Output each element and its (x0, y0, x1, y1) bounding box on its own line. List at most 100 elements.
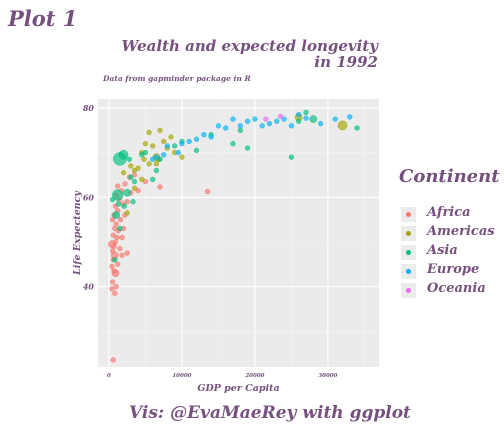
data-point-americas (124, 210, 130, 216)
data-point-europe (332, 116, 338, 122)
data-point-asia (112, 257, 118, 263)
data-point-europe (244, 118, 251, 124)
legend-dot-asia (406, 250, 411, 255)
data-point-europe (201, 132, 207, 138)
data-point-europe (281, 116, 287, 122)
data-point-americas (128, 163, 134, 169)
legend-dot-oceania (406, 288, 411, 293)
data-point-europe (317, 120, 324, 127)
data-point-europe (164, 143, 170, 149)
chart-title-line-2: in 1992 (314, 53, 378, 71)
data-point-europe (303, 115, 309, 121)
data-point-africa (115, 183, 121, 189)
chart-title-line-1: Wealth and expected longevity (121, 37, 378, 55)
x-tick-label: 10000 (172, 373, 191, 379)
legend-title: Continent (399, 166, 500, 187)
legend-dot-americas (406, 231, 411, 236)
chart-subtitle: Data from gapminder package in R (103, 74, 251, 83)
data-point-europe (252, 116, 258, 122)
data-point-africa (119, 252, 125, 258)
data-point-asia (128, 174, 134, 180)
data-point-europe (347, 114, 353, 120)
data-point-europe (274, 118, 280, 124)
data-point-americas (131, 185, 138, 191)
data-point-asia (118, 149, 129, 160)
legend-key (401, 264, 416, 279)
data-point-asia (288, 154, 295, 160)
data-point-europe (296, 111, 302, 118)
data-point-asia (303, 109, 309, 116)
data-point-asia (354, 125, 360, 131)
data-point-asia (121, 203, 127, 209)
data-point-africa (157, 184, 163, 190)
legend-label-oceania: Oceania (427, 281, 486, 296)
data-point-europe (230, 116, 236, 122)
data-point-asia (153, 167, 160, 174)
data-point-asia (109, 196, 116, 203)
data-point-americas (131, 167, 138, 174)
data-point-americas (120, 170, 127, 176)
legend-label-americas: Americas (427, 224, 495, 239)
data-point-americas (146, 129, 152, 136)
data-point-africa (115, 261, 121, 267)
data-point-americas (146, 161, 152, 167)
data-point-oceania (277, 113, 284, 120)
data-point-europe (237, 123, 243, 129)
data-point-americas (161, 138, 167, 145)
x-axis-title: GDP per Capita (197, 383, 279, 394)
data-point-europe (288, 123, 295, 129)
x-tick-label: 30000 (318, 373, 337, 379)
x-tick-label: 20000 (244, 373, 264, 379)
data-point-asia (115, 201, 122, 207)
data-point-asia (237, 127, 243, 133)
data-point-europe (259, 123, 265, 129)
data-point-americas (142, 141, 149, 147)
data-point-asia (126, 156, 133, 162)
data-point-asia (150, 176, 156, 183)
data-point-americas (139, 176, 145, 183)
data-point-africa (110, 232, 116, 238)
data-point-americas (157, 127, 163, 133)
data-point-africa (112, 239, 119, 245)
legend-key (401, 245, 416, 260)
data-point-americas (168, 134, 174, 140)
data-point-africa (204, 188, 211, 195)
data-point-africa (119, 234, 125, 241)
data-point-africa (111, 269, 120, 278)
data-point-asia (117, 225, 123, 232)
data-point-europe (150, 156, 156, 162)
plot-panel (98, 99, 379, 367)
data-point-asia (123, 188, 132, 197)
legend-key (401, 226, 416, 241)
legend-label-europe: Europe (427, 262, 480, 277)
data-point-africa (109, 263, 115, 270)
data-point-africa (109, 279, 116, 285)
data-point-asia (244, 145, 251, 151)
data-point-europe (161, 152, 167, 158)
data-point-africa (112, 290, 118, 296)
y-tick-label: 60 (83, 192, 95, 202)
data-point-americas (337, 120, 348, 131)
data-point-asia (171, 143, 178, 149)
x-tick-label: 0 (107, 373, 111, 379)
data-point-europe (215, 123, 222, 129)
legend-key (401, 283, 416, 298)
data-point-asia (131, 178, 138, 185)
chart-title: Wealth and expected longevity in 1992 (121, 38, 378, 70)
plot-label: Plot 1 (8, 6, 78, 31)
data-point-americas (141, 156, 147, 162)
data-point-africa (110, 357, 116, 363)
y-tick-label: 40 (83, 282, 95, 292)
data-point-asia (142, 149, 149, 156)
data-point-africa (117, 245, 123, 252)
data-point-asia (193, 147, 200, 154)
data-point-africa (112, 225, 118, 232)
data-point-africa (117, 216, 124, 223)
data-point-europe (223, 125, 229, 131)
data-point-africa (124, 250, 130, 256)
data-point-europe (186, 138, 192, 145)
legend-label-africa: Africa (427, 205, 471, 220)
data-point-europe (179, 141, 185, 147)
legend-key (401, 207, 416, 222)
legend-label-asia: Asia (427, 243, 458, 258)
